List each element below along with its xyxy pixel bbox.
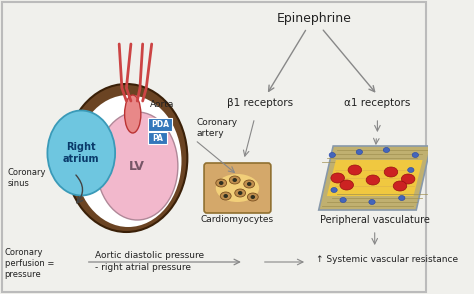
Text: Epinephrine: Epinephrine bbox=[277, 11, 352, 24]
Text: Peripheral vasculature: Peripheral vasculature bbox=[320, 215, 429, 225]
Ellipse shape bbox=[229, 176, 240, 184]
Text: PDA: PDA bbox=[151, 120, 169, 129]
Text: Coronary
perfusion =
pressure: Coronary perfusion = pressure bbox=[5, 248, 54, 279]
FancyBboxPatch shape bbox=[2, 2, 426, 292]
Ellipse shape bbox=[220, 192, 231, 200]
FancyBboxPatch shape bbox=[148, 118, 172, 131]
Ellipse shape bbox=[366, 175, 380, 185]
Ellipse shape bbox=[383, 148, 390, 153]
Ellipse shape bbox=[247, 182, 252, 186]
Ellipse shape bbox=[408, 168, 414, 173]
Ellipse shape bbox=[401, 174, 415, 184]
Ellipse shape bbox=[247, 193, 258, 201]
Ellipse shape bbox=[340, 180, 354, 190]
Text: Aortic diastolic pressure: Aortic diastolic pressure bbox=[95, 250, 204, 260]
Ellipse shape bbox=[331, 188, 337, 193]
Ellipse shape bbox=[125, 95, 141, 133]
Ellipse shape bbox=[47, 111, 115, 196]
Ellipse shape bbox=[393, 181, 407, 191]
Ellipse shape bbox=[356, 150, 363, 155]
FancyBboxPatch shape bbox=[148, 132, 167, 144]
Ellipse shape bbox=[75, 95, 182, 227]
Ellipse shape bbox=[244, 180, 255, 188]
Text: Aorta: Aorta bbox=[150, 99, 174, 108]
Ellipse shape bbox=[219, 181, 223, 185]
Ellipse shape bbox=[216, 179, 227, 187]
Ellipse shape bbox=[399, 196, 405, 201]
Ellipse shape bbox=[412, 153, 419, 158]
Polygon shape bbox=[327, 160, 422, 196]
Text: Right
atrium: Right atrium bbox=[63, 142, 100, 164]
Ellipse shape bbox=[340, 198, 346, 203]
Text: α1 receptors: α1 receptors bbox=[344, 98, 410, 108]
Ellipse shape bbox=[65, 84, 187, 232]
Ellipse shape bbox=[232, 178, 237, 182]
Ellipse shape bbox=[384, 167, 398, 177]
Text: Cardiomyocytes: Cardiomyocytes bbox=[201, 215, 274, 223]
Ellipse shape bbox=[235, 189, 246, 197]
Text: Coronary
artery: Coronary artery bbox=[197, 118, 238, 138]
Ellipse shape bbox=[348, 165, 362, 175]
Ellipse shape bbox=[329, 153, 336, 158]
Polygon shape bbox=[319, 146, 431, 210]
Text: β1 receptors: β1 receptors bbox=[227, 98, 293, 108]
Text: LV: LV bbox=[129, 160, 145, 173]
Ellipse shape bbox=[97, 112, 178, 220]
Ellipse shape bbox=[251, 195, 255, 199]
Ellipse shape bbox=[369, 200, 375, 205]
FancyBboxPatch shape bbox=[204, 163, 271, 213]
Text: ↑ Systemic vascular resistance: ↑ Systemic vascular resistance bbox=[316, 255, 458, 265]
Ellipse shape bbox=[223, 194, 228, 198]
Ellipse shape bbox=[238, 191, 242, 195]
Text: PA: PA bbox=[152, 133, 163, 143]
Ellipse shape bbox=[216, 174, 259, 202]
Text: - right atrial pressure: - right atrial pressure bbox=[95, 263, 191, 273]
Text: Coronary
sinus: Coronary sinus bbox=[7, 168, 46, 188]
Ellipse shape bbox=[331, 173, 345, 183]
